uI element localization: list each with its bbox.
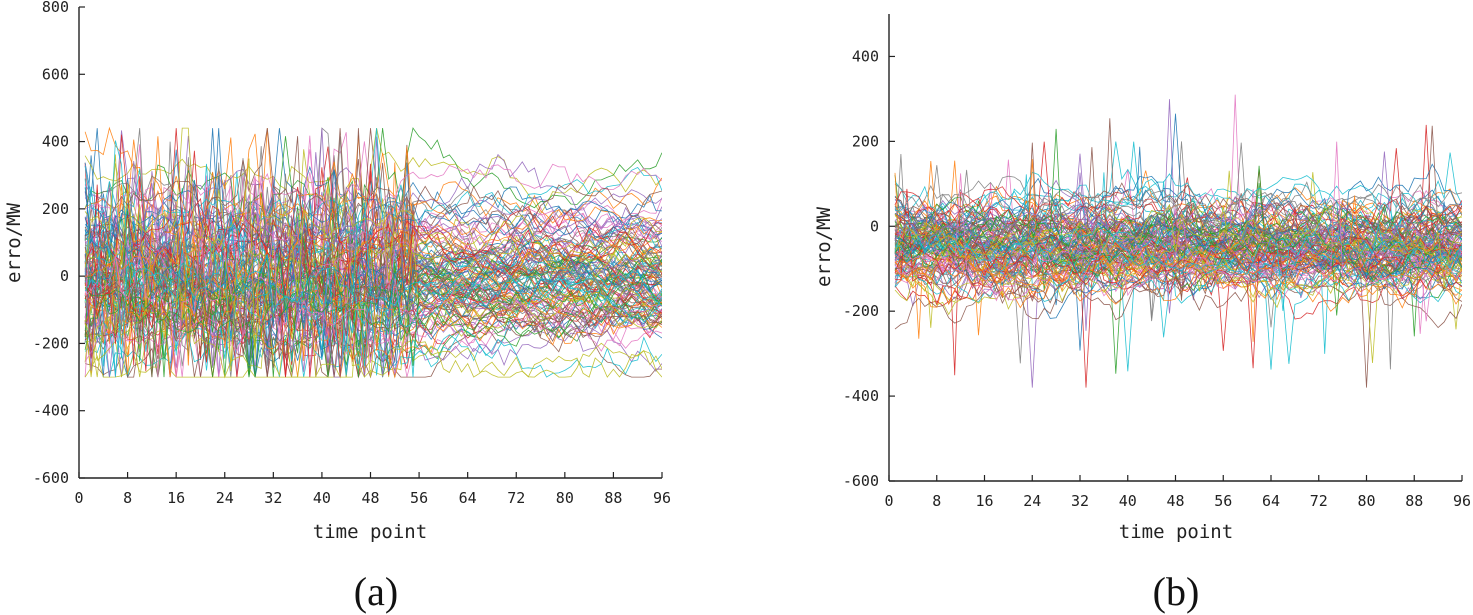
chart-a-y-tick-label: 600 (42, 65, 69, 83)
chart-b-series-line (894, 254, 1462, 301)
chart-b-series-line (894, 169, 1462, 274)
chart-b-panel-label: (b) (1153, 569, 1200, 614)
chart-b-series-line (894, 188, 1462, 370)
chart-b-y-tick-label: 200 (852, 132, 879, 150)
chart-a-x-tick-label: 48 (361, 489, 379, 507)
chart-a-series-line (84, 298, 662, 378)
chart-a-x-tick-label: 32 (264, 489, 282, 507)
chart-a-xlabel: time point (313, 521, 427, 543)
chart-b-series-line (894, 187, 1462, 273)
chart-a-y-tick-label: 0 (60, 267, 69, 285)
chart-a-y-tick-label: 400 (42, 133, 69, 151)
chart-a-x-tick-label: 88 (604, 489, 622, 507)
chart-a-y-tick-label: -400 (33, 402, 69, 420)
chart-b-series-line (894, 219, 1462, 311)
chart-a-series-group (84, 126, 662, 379)
chart-a-series-line (84, 128, 662, 323)
chart-b-x-tick-label: 32 (1071, 492, 1089, 510)
chart-a-series-line (84, 128, 662, 297)
chart-b-x-tick-label: 80 (1357, 492, 1375, 510)
chart-a-series-line (84, 136, 662, 345)
chart-b-x-tick-label: 0 (884, 492, 893, 510)
chart-b-y-tick-label: -200 (843, 302, 879, 320)
chart-a-series-line (84, 208, 662, 358)
chart-b-series-line (894, 141, 1462, 283)
chart-panel-a: 0 8 16 24 32 40 48 56 64 72 80 88 96 800 600 400 200 0 -20… (3, 0, 671, 614)
chart-a-series-line (84, 128, 662, 216)
chart-b-series-line (894, 202, 1462, 301)
chart-a-panel-label: (a) (354, 569, 398, 614)
chart-b-xlabel: time point (1119, 521, 1233, 543)
chart-b-series-line (894, 153, 1462, 266)
chart-a-ylabel: erro/MW (3, 202, 25, 283)
chart-b-series-line (894, 236, 1462, 388)
chart-b-x-tick-label: 16 (975, 492, 993, 510)
chart-b-x-tick-label: 24 (1023, 492, 1041, 510)
chart-a-x-tick-label: 64 (459, 489, 477, 507)
chart-b-x-tick-label: 96 (1453, 492, 1471, 510)
chart-a-series-line (84, 176, 662, 378)
chart-a-series-line (84, 280, 662, 379)
chart-b-series-line (894, 230, 1462, 319)
chart-b-series-line (894, 203, 1462, 287)
chart-b-series-line (894, 220, 1462, 334)
chart-a-axes: 0 8 16 24 32 40 48 56 64 72 80 88 96 800 600 400 200 0 -20… (33, 0, 671, 507)
chart-a-x-tick-label: 8 (123, 489, 132, 507)
chart-b-series-line (895, 188, 1462, 369)
chart-a-x-tick-label: 56 (410, 489, 428, 507)
chart-a-x-tick-label: 16 (167, 489, 185, 507)
chart-b-series-line (894, 211, 1462, 278)
chart-b-x-tick-label: 48 (1166, 492, 1184, 510)
chart-b-y-tick-label: 0 (870, 217, 879, 235)
chart-a-y-tick-label: -600 (33, 469, 69, 487)
chart-b-series-line (894, 181, 1462, 239)
chart-b-x-tick-label: 64 (1262, 492, 1280, 510)
chart-b-series-group (894, 94, 1462, 388)
chart-a-x-tick-label: 40 (313, 489, 331, 507)
chart-b-x-tick-label: 72 (1310, 492, 1328, 510)
chart-a-series-line (84, 128, 662, 297)
chart-a-x-tick-label: 80 (556, 489, 574, 507)
chart-b-series-line (894, 113, 1462, 262)
chart-b-axes: 0 8 16 24 32 40 48 56 64 72 80 88 96 400 200 0 -200 -400 -… (843, 14, 1471, 510)
chart-a-series-line (84, 150, 662, 378)
chart-a-y-tick-label: -200 (33, 334, 69, 352)
chart-a-x-tick-label: 0 (74, 489, 83, 507)
chart-a-series-line (84, 238, 662, 378)
chart-a-y-tick-label: 200 (42, 200, 69, 218)
chart-b-series-line (894, 214, 1462, 280)
chart-a-x-tick-label: 24 (216, 489, 234, 507)
chart-a-series-line (84, 140, 662, 323)
chart-panel-b: 0 8 16 24 32 40 48 56 64 72 80 88 96 400 200 0 -200 -400 -… (813, 14, 1471, 614)
chart-b-x-tick-label: 56 (1214, 492, 1232, 510)
chart-b-x-tick-label: 88 (1405, 492, 1423, 510)
chart-b-y-tick-label: -600 (843, 472, 879, 490)
chart-a-x-tick-label: 72 (507, 489, 525, 507)
chart-a-series-line (84, 128, 662, 321)
chart-b-series-line (894, 268, 1462, 330)
chart-a-series-line (85, 202, 662, 366)
chart-b-x-tick-label: 40 (1119, 492, 1137, 510)
chart-a-series-line (84, 127, 662, 359)
chart-b-ylabel: erro/MW (813, 206, 835, 287)
chart-a-series-line (84, 127, 662, 254)
chart-b-series-line (894, 218, 1462, 286)
chart-a-y-tick-label: 800 (42, 0, 69, 16)
chart-a-series-line (84, 221, 662, 376)
chart-a-series-line (84, 175, 662, 307)
chart-b-y-tick-label: -400 (843, 387, 879, 405)
chart-a-series-line (84, 228, 662, 378)
chart-b-y-tick-label: 400 (852, 47, 879, 65)
chart-a-series-line (84, 187, 662, 330)
chart-a-x-tick-label: 96 (653, 489, 671, 507)
chart-a-series-line (84, 245, 662, 350)
chart-b-x-tick-label: 8 (932, 492, 941, 510)
